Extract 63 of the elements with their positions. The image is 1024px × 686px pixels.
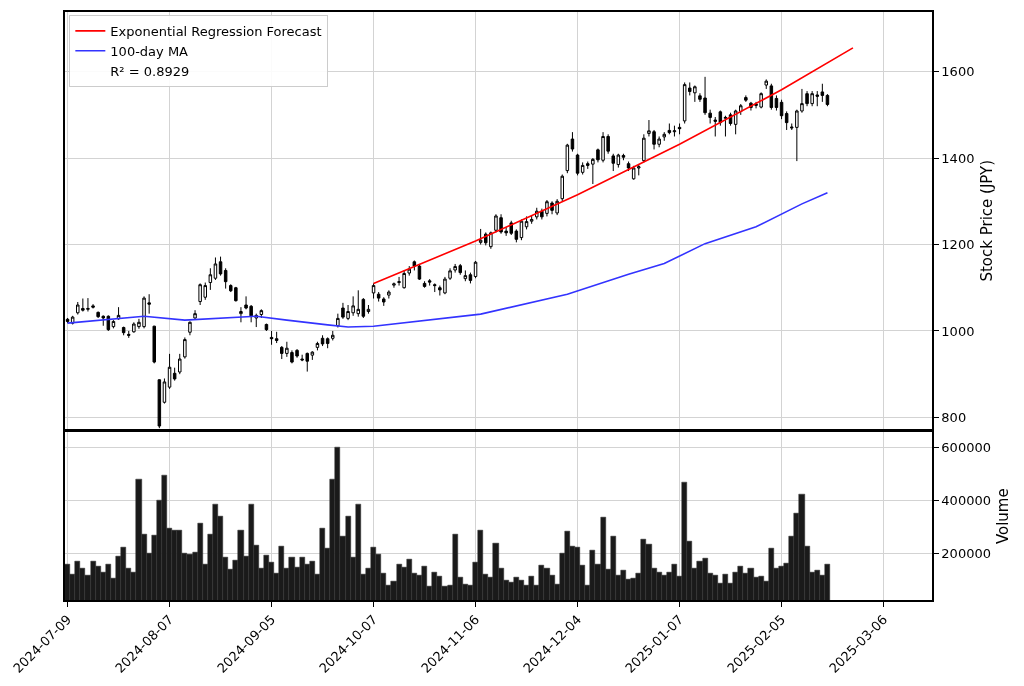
candlestick bbox=[315, 341, 320, 351]
legend-label: 100-day MA bbox=[110, 43, 189, 59]
candlestick bbox=[667, 123, 672, 135]
candlestick bbox=[336, 313, 340, 328]
candlestick bbox=[784, 110, 789, 131]
candlestick bbox=[463, 269, 468, 282]
candlestick bbox=[427, 278, 432, 287]
candlestick bbox=[188, 320, 192, 336]
candlestick bbox=[193, 309, 197, 320]
candlestick bbox=[157, 378, 162, 429]
candlestick bbox=[152, 325, 156, 364]
y-tick-label: 1600 bbox=[941, 64, 975, 80]
y-tick-label: 1000 bbox=[941, 323, 975, 339]
candlestick bbox=[621, 153, 626, 161]
candlestick bbox=[366, 304, 371, 315]
candlestick bbox=[560, 174, 564, 202]
candlestick bbox=[387, 289, 391, 300]
candlestick bbox=[167, 353, 172, 390]
candlestick bbox=[213, 256, 218, 281]
y-tick-label: 600000 bbox=[941, 439, 991, 455]
candlestick bbox=[774, 94, 779, 112]
y-tick-label: 1200 bbox=[941, 237, 975, 253]
candlestick bbox=[218, 256, 223, 277]
candlestick bbox=[172, 367, 177, 382]
candlestick bbox=[642, 133, 646, 163]
candlestick bbox=[468, 272, 473, 284]
candlestick bbox=[320, 334, 325, 347]
candlestick bbox=[744, 94, 748, 103]
candlestick bbox=[162, 377, 167, 405]
candlestick bbox=[570, 131, 575, 153]
y-axis-title: Stock Price (JPY) bbox=[977, 159, 996, 282]
candlestick bbox=[208, 267, 213, 291]
line-series bbox=[66, 191, 829, 328]
candlestick bbox=[529, 214, 534, 225]
candlestick bbox=[223, 267, 228, 290]
candlestick bbox=[677, 123, 682, 135]
candlestick bbox=[274, 331, 279, 344]
candlestick bbox=[371, 282, 376, 300]
candlestick bbox=[239, 306, 243, 323]
candlestick bbox=[422, 280, 427, 289]
candlestick bbox=[662, 131, 666, 142]
y-tick-label: 1400 bbox=[941, 150, 975, 166]
candlestick bbox=[723, 115, 728, 137]
candlestick bbox=[392, 282, 396, 289]
y-axis-title: Volume bbox=[994, 488, 1013, 545]
y-tick-label: 800 bbox=[941, 409, 967, 425]
candlestick bbox=[127, 330, 131, 339]
candlestick bbox=[178, 353, 182, 375]
y-tick-label: 200000 bbox=[941, 546, 991, 562]
candlestick bbox=[626, 161, 631, 172]
candlestick bbox=[259, 308, 264, 319]
candlestick bbox=[412, 260, 417, 271]
candlestick bbox=[433, 282, 437, 293]
candlestick bbox=[269, 330, 274, 346]
candlestick bbox=[183, 336, 187, 360]
line-series bbox=[372, 47, 854, 285]
candlestick bbox=[672, 125, 677, 137]
annotation: R² = 0.8929 bbox=[110, 63, 190, 79]
y-tick-label: 400000 bbox=[941, 493, 991, 509]
legend-label: Exponential Regression Forecast bbox=[110, 23, 322, 39]
candlestick bbox=[565, 143, 570, 174]
candlestick bbox=[121, 326, 126, 336]
candlestick bbox=[91, 303, 95, 309]
